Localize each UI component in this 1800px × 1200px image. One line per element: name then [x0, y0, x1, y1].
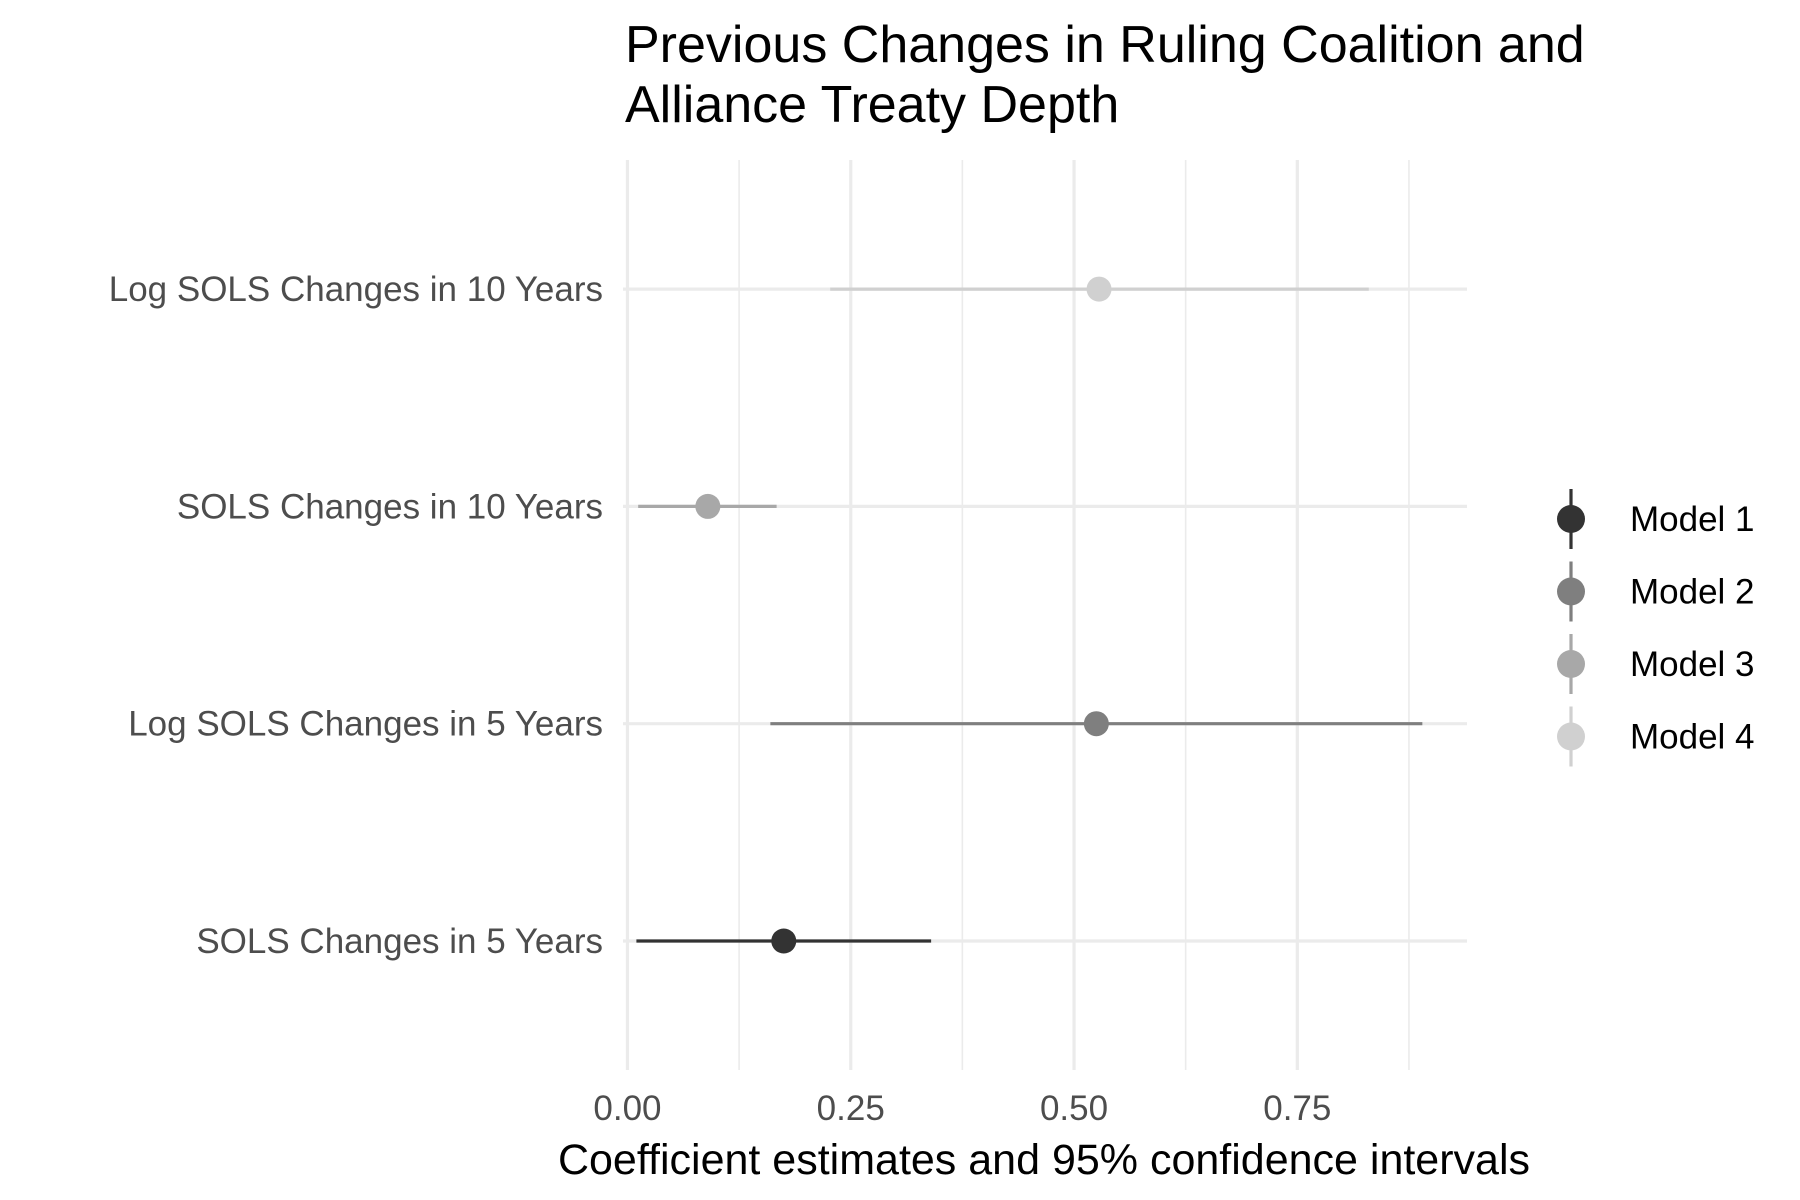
minor-gridlines [738, 160, 1410, 1070]
legend: Model 1 Model 2 Model 3 Model 4 [1557, 489, 1755, 767]
x-tick-label: 0.50 [1040, 1089, 1108, 1128]
chart-title-line-2: Alliance Treaty Depth [625, 76, 1119, 134]
chart-title: Previous Changes in Ruling Coalition and… [625, 16, 1585, 134]
estimate-point [1083, 711, 1109, 737]
x-tick-label: 0.00 [593, 1089, 661, 1128]
estimate-point [695, 493, 721, 519]
x-tick-label: 0.25 [817, 1089, 885, 1128]
confidence-intervals [636, 287, 1423, 943]
legend-key-point [1557, 722, 1585, 751]
legend-label: Model 4 [1630, 718, 1755, 757]
y-tick-label: Log SOLS Changes in 10 Years [109, 270, 603, 309]
x-tick-label: 0.75 [1263, 1089, 1331, 1128]
legend-key-point [1557, 650, 1585, 678]
major-gridlines [623, 160, 1467, 1070]
legend-item: Model 2 [1557, 561, 1755, 622]
legend-item: Model 3 [1557, 634, 1755, 694]
legend-label: Model 3 [1630, 645, 1755, 684]
estimate-point [1086, 276, 1112, 302]
y-tick-label: Log SOLS Changes in 5 Years [128, 705, 603, 744]
estimate-point [771, 928, 797, 954]
legend-key-point [1557, 577, 1585, 606]
legend-key-point [1557, 505, 1585, 533]
chart-title-line-1: Previous Changes in Ruling Coalition and [625, 16, 1585, 74]
x-axis-tick-labels: 0.00 0.25 0.50 0.75 [593, 1089, 1331, 1128]
y-tick-label: SOLS Changes in 10 Years [177, 487, 603, 526]
legend-label: Model 2 [1630, 573, 1755, 612]
legend-item: Model 4 [1557, 706, 1755, 767]
legend-item: Model 1 [1557, 489, 1755, 549]
y-tick-label: SOLS Changes in 5 Years [196, 922, 603, 961]
coefficient-points [695, 276, 1112, 954]
legend-label: Model 1 [1630, 500, 1755, 539]
x-axis-label: Coefficient estimates and 95% confidence… [558, 1136, 1530, 1184]
y-axis-tick-labels: SOLS Changes in 5 Years Log SOLS Changes … [109, 270, 603, 961]
